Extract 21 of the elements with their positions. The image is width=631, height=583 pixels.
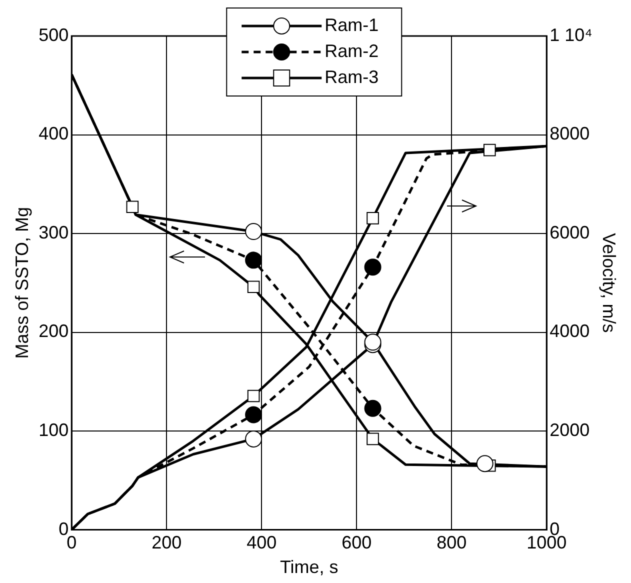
- x-tick-label: 200: [152, 532, 182, 553]
- y2-tick-label: 8000: [550, 124, 590, 144]
- y2-axis-title: Velocity, m/s: [599, 233, 620, 333]
- x-tick-label: 400: [246, 532, 277, 553]
- x-tick-label: 800: [436, 532, 467, 553]
- y-tick-label: 300: [38, 222, 69, 242]
- y-tick-label: 400: [38, 124, 69, 144]
- legend-label: Ram-3: [324, 66, 379, 87]
- y-tick-label: 0: [58, 518, 69, 539]
- y-tick-label: 100: [38, 420, 69, 440]
- y2-tick-label: 1 10⁴: [550, 24, 592, 45]
- x-axis-title: Time, s: [280, 557, 338, 578]
- y-tick-label: 500: [38, 24, 69, 45]
- x-tick-label: 600: [342, 532, 372, 553]
- legend-label: Ram-2: [324, 40, 379, 61]
- y2-tick-label: 4000: [550, 321, 590, 342]
- y-tick-label: 200: [38, 321, 69, 342]
- legend-label: Ram-1: [324, 14, 379, 35]
- y-axis-title: Mass of SSTO, Mg: [12, 207, 32, 359]
- y2-tick-label: 6000: [550, 222, 590, 242]
- y2-tick-label: 2000: [550, 420, 590, 440]
